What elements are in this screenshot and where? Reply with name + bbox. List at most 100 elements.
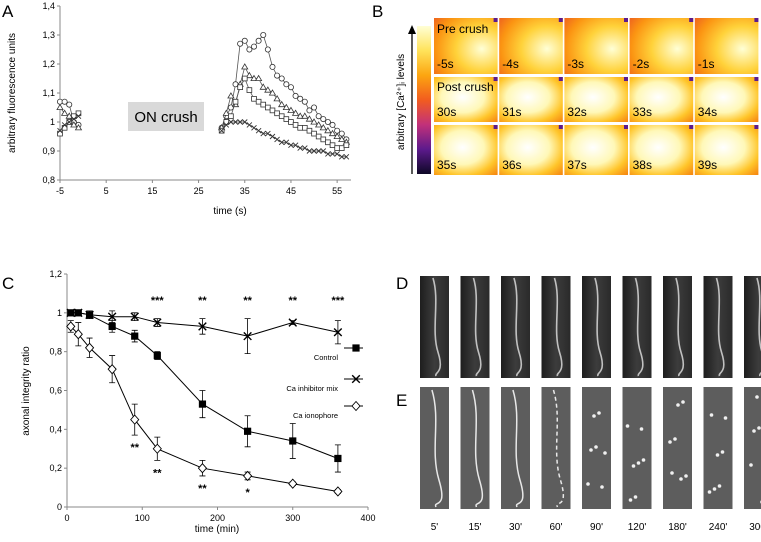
panel-a-x-tick-label: 25 <box>194 186 204 196</box>
panel-a-series-2-point <box>269 107 276 114</box>
panel-a-series-0-point <box>241 37 248 44</box>
axon-fragment <box>673 437 677 441</box>
axon-trace <box>675 277 685 377</box>
panel-a-x-tick-label: 15 <box>147 186 157 196</box>
panel-d-letter: D <box>396 274 408 293</box>
time-point-label: 180' <box>668 522 687 533</box>
panel-a-series-0-point <box>334 127 341 134</box>
time-point-label: 300' <box>749 522 761 533</box>
panel-a-series-3-point <box>269 133 276 140</box>
panel-a-series-0-point <box>297 95 304 102</box>
legend-swatch-marker <box>351 400 361 412</box>
frame-time-label: 36s <box>502 158 521 172</box>
panel-c-y-tick-label: 1,2 <box>49 269 62 279</box>
axon-fragment <box>720 450 725 454</box>
panel-a-series-3-point <box>288 142 294 149</box>
panel-c-x-tick-label: 0 <box>64 513 69 523</box>
frame-corner-mark <box>689 18 694 22</box>
panel-a-series-3-point <box>228 119 234 125</box>
axon-fragment <box>639 427 644 431</box>
axon-frame-early <box>744 276 761 378</box>
panel-c-series-1-line <box>70 312 339 337</box>
panel-c-y-tick-label: 0,6 <box>49 386 62 396</box>
panel-a-series-2-point <box>320 136 327 143</box>
panel-a-series-1-point <box>287 106 295 113</box>
panel-c-series-1-point <box>73 308 83 318</box>
panel-a-series-3-point <box>71 116 77 122</box>
panel-c-series-1-point <box>243 331 252 341</box>
axon-fragment <box>670 471 674 475</box>
time-point-label: 60' <box>549 522 562 533</box>
frame-corner-mark <box>689 125 694 129</box>
panel-a-series-2-point <box>311 130 317 137</box>
panel-c-series-2-point <box>66 321 76 332</box>
calcium-frame <box>694 18 759 74</box>
panel-a-series-0-point <box>306 107 313 114</box>
panel-a-series-3-point <box>223 122 230 128</box>
frame-time-label: 33s <box>633 105 652 119</box>
panel-c-series-0-point <box>244 427 252 435</box>
panel-a-series-1-point <box>56 103 64 110</box>
panel-c-series-0-point <box>289 437 297 445</box>
panel-c-series-2-point <box>73 329 83 340</box>
panel-c-y-label: axonal integrity ratio <box>21 346 32 436</box>
axon-fragment <box>707 490 712 494</box>
row-divider <box>434 74 758 77</box>
panel-a-series-3-point <box>297 145 304 151</box>
panel-a-series-2-point <box>274 110 280 117</box>
panel-a-y-tick-label: 1,1 <box>42 88 55 98</box>
panel-a-series-3-point <box>255 127 262 134</box>
panel-a-series-3-point <box>283 139 290 146</box>
panel-b-letter: B <box>372 2 383 21</box>
legend-swatch-marker <box>352 344 360 352</box>
panel-a-series-3-point <box>246 122 253 128</box>
panel-a-series-1-point <box>241 63 249 70</box>
axon-trace <box>553 277 563 377</box>
significance-above: ** <box>198 295 207 307</box>
panel-c-y-tick-label: 0 <box>57 502 62 512</box>
panel-a-series-0-point <box>315 113 322 120</box>
axon-fragment <box>600 485 604 489</box>
panel-a-x-tick-label: 35 <box>240 186 250 196</box>
axon-fragment <box>709 413 714 417</box>
calcium-frame <box>564 125 628 175</box>
panel-c-series-1-point <box>153 318 162 327</box>
panel-a-series-3-point <box>218 127 225 134</box>
panel-a-y-tick-label: 1 <box>50 117 55 127</box>
axon-fragment <box>749 463 753 467</box>
panel-c-series-1-point <box>107 312 117 322</box>
panel-a-series-1-point <box>268 89 277 96</box>
time-point-label: 120' <box>628 522 647 533</box>
panel-a-series-3-point <box>260 130 267 137</box>
panel-a-series-2-point <box>232 98 239 105</box>
panel-c-chart: 0 0,2 0,4 0,6 0,8 1 1,2 0 100 200 300 400 axonal i… <box>21 269 376 535</box>
panel-c-series-0-point <box>334 454 342 463</box>
panel-a-series-2-point <box>246 87 253 93</box>
panel-a-series-2-point <box>329 142 336 149</box>
panel-c-x-tick-label: 300 <box>285 513 300 523</box>
significance-above: ** <box>243 295 252 307</box>
panel-a-series-0-point <box>301 98 308 105</box>
panel-a-series-3-point <box>75 113 82 120</box>
axon-trace-late <box>552 389 565 508</box>
panel-a-series-3-point <box>301 145 308 151</box>
panel-c-y-tick-label: 0,4 <box>49 424 62 434</box>
panel-a-series-2-point <box>334 145 340 151</box>
frame-corner-mark <box>624 77 628 81</box>
panel-a-series-1-point <box>319 124 327 131</box>
panel-a-series-0-point <box>320 116 327 123</box>
axon-fragment <box>681 400 685 404</box>
axon-fragment <box>752 429 756 433</box>
panel-a-series-2-point <box>260 101 267 108</box>
panel-a-series-3-point <box>292 142 299 149</box>
panel-a-series-2-point <box>228 113 234 120</box>
axon-fragment <box>668 440 672 444</box>
panel-a-series-3-point <box>274 136 280 143</box>
panel-a-series-2-point <box>297 125 303 131</box>
panel-a-series-3-point <box>278 139 285 146</box>
panel-a-series-3-point <box>241 119 248 125</box>
calcium-frame <box>499 77 563 122</box>
panel-a-series-1-point <box>222 109 230 116</box>
legend-entry-label: Ca inhibitor mix <box>286 384 338 393</box>
